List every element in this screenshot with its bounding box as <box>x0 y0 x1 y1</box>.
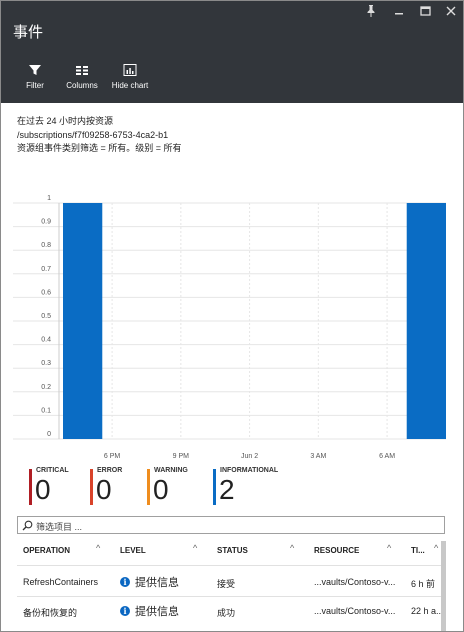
header-divider <box>17 565 445 566</box>
sort-resource-icon[interactable]: ^ <box>387 543 392 553</box>
x-tick-label: 6 PM <box>104 453 121 460</box>
events-chart: 0 0.1 0.2 0.3 0.4 0.5 0.6 0.7 0.8 0.9 1 6 PM 9 PM Jun… <box>13 195 446 460</box>
y-tick-label: 0.1 <box>41 407 51 414</box>
chart-bar <box>406 203 446 439</box>
warning-count: 0 <box>153 474 169 505</box>
sort-level-icon[interactable]: ^ <box>193 543 198 553</box>
row-1-time[interactable]: 6 h 前 <box>411 579 436 589</box>
y-tick-label: 0.4 <box>41 337 51 344</box>
subscription-path: /subscriptions/f7f09258-6753-4ca2-b1 <box>17 130 169 140</box>
y-tick-label: 0.2 <box>41 384 51 391</box>
row-1-resource[interactable]: ...vaults/Contoso-v... <box>314 577 396 587</box>
chart-icon <box>105 63 155 79</box>
filter-button[interactable]: Filter <box>10 63 60 90</box>
critical-bar <box>29 469 32 505</box>
columns-icon <box>57 63 107 79</box>
info-icon: i <box>120 577 130 587</box>
pin-icon[interactable] <box>363 5 379 20</box>
x-tick-label: 9 PM <box>173 453 190 460</box>
filter-items-input[interactable]: 筛选项目 ... <box>17 516 445 534</box>
row-divider <box>17 596 445 597</box>
column-header-level[interactable]: LEVEL <box>120 546 146 555</box>
search-icon <box>22 520 33 531</box>
y-tick-label: 0.8 <box>41 242 51 249</box>
sort-time-icon[interactable]: ^ <box>434 543 439 553</box>
warning-bar <box>147 469 150 505</box>
y-tick-label: 0 <box>47 431 51 438</box>
row-2-time[interactable]: 22 h a... <box>411 606 441 616</box>
informational-count: 2 <box>219 474 235 505</box>
filter-label: Filter <box>26 81 44 90</box>
close-icon[interactable] <box>443 5 459 20</box>
y-tick-label: 0.9 <box>41 219 51 226</box>
column-header-operation[interactable]: OPERATION <box>23 546 70 555</box>
row-2-status[interactable]: 成功 <box>217 608 236 618</box>
filter-icon <box>10 63 60 79</box>
y-tick-label: 1 <box>47 195 51 202</box>
filter-summary: 资源组事件类别筛选 = 所有。级别 = 所有 <box>17 143 182 153</box>
row-2-level[interactable]: i 提供信息 <box>120 603 215 619</box>
informational-label: INFORMATIONAL <box>220 467 279 474</box>
y-tick-label: 0.5 <box>41 313 51 320</box>
row-1-level[interactable]: i 提供信息 <box>120 574 215 590</box>
x-tick-label: Jun 2 <box>241 453 258 460</box>
table-scrollbar[interactable] <box>441 541 446 631</box>
minimize-icon[interactable] <box>391 5 407 20</box>
error-label: ERROR <box>97 467 123 474</box>
chart-bar <box>63 203 103 439</box>
warning-tile[interactable]: WARNING 0 <box>147 467 207 507</box>
x-tick-label: 3 AM <box>310 453 326 460</box>
critical-count: 0 <box>35 474 51 505</box>
critical-tile[interactable]: CRITICAL 0 <box>29 467 89 507</box>
row-1-operation[interactable]: RefreshContainers <box>23 577 99 587</box>
blade-header: 事件 Filter Columns <box>1 1 463 103</box>
hide-chart-button[interactable]: Hide chart <box>105 63 155 90</box>
filter-items-placeholder: 筛选项目 ... <box>36 522 83 532</box>
x-tick-label: 6 AM <box>379 453 395 460</box>
critical-label: CRITICAL <box>36 467 69 474</box>
columns-label: Columns <box>66 81 98 90</box>
warning-label: WARNING <box>154 467 188 474</box>
informational-bar <box>213 469 216 505</box>
column-header-status[interactable]: STATUS <box>217 546 248 555</box>
error-bar <box>90 469 93 505</box>
sort-operation-icon[interactable]: ^ <box>96 543 101 553</box>
hide-chart-label: Hide chart <box>111 81 149 90</box>
sort-status-icon[interactable]: ^ <box>290 543 295 553</box>
info-icon: i <box>120 606 130 616</box>
time-range-text: 在过去 24 小时内按资源 <box>17 116 114 126</box>
maximize-icon[interactable] <box>417 5 433 20</box>
row-2-operation[interactable]: 备份和恢复的 <box>23 608 78 618</box>
row-2-level-text: 提供信息 <box>135 606 179 618</box>
column-header-time[interactable]: TI... <box>411 546 425 555</box>
row-1-status[interactable]: 接受 <box>217 579 236 589</box>
error-count: 0 <box>96 474 112 505</box>
informational-tile[interactable]: INFORMATIONAL 2 <box>213 467 293 507</box>
columns-button[interactable]: Columns <box>57 63 107 90</box>
error-tile[interactable]: ERROR 0 <box>90 467 145 507</box>
row-1-level-text: 提供信息 <box>135 577 179 589</box>
y-tick-label: 0.3 <box>41 360 51 367</box>
y-tick-label: 0.7 <box>41 266 51 273</box>
y-tick-label: 0.6 <box>41 289 51 296</box>
column-header-resource[interactable]: RESOURCE <box>314 546 360 555</box>
blade-title: 事件 <box>13 24 44 41</box>
row-2-resource[interactable]: ...vaults/Contoso-v... <box>314 606 396 616</box>
